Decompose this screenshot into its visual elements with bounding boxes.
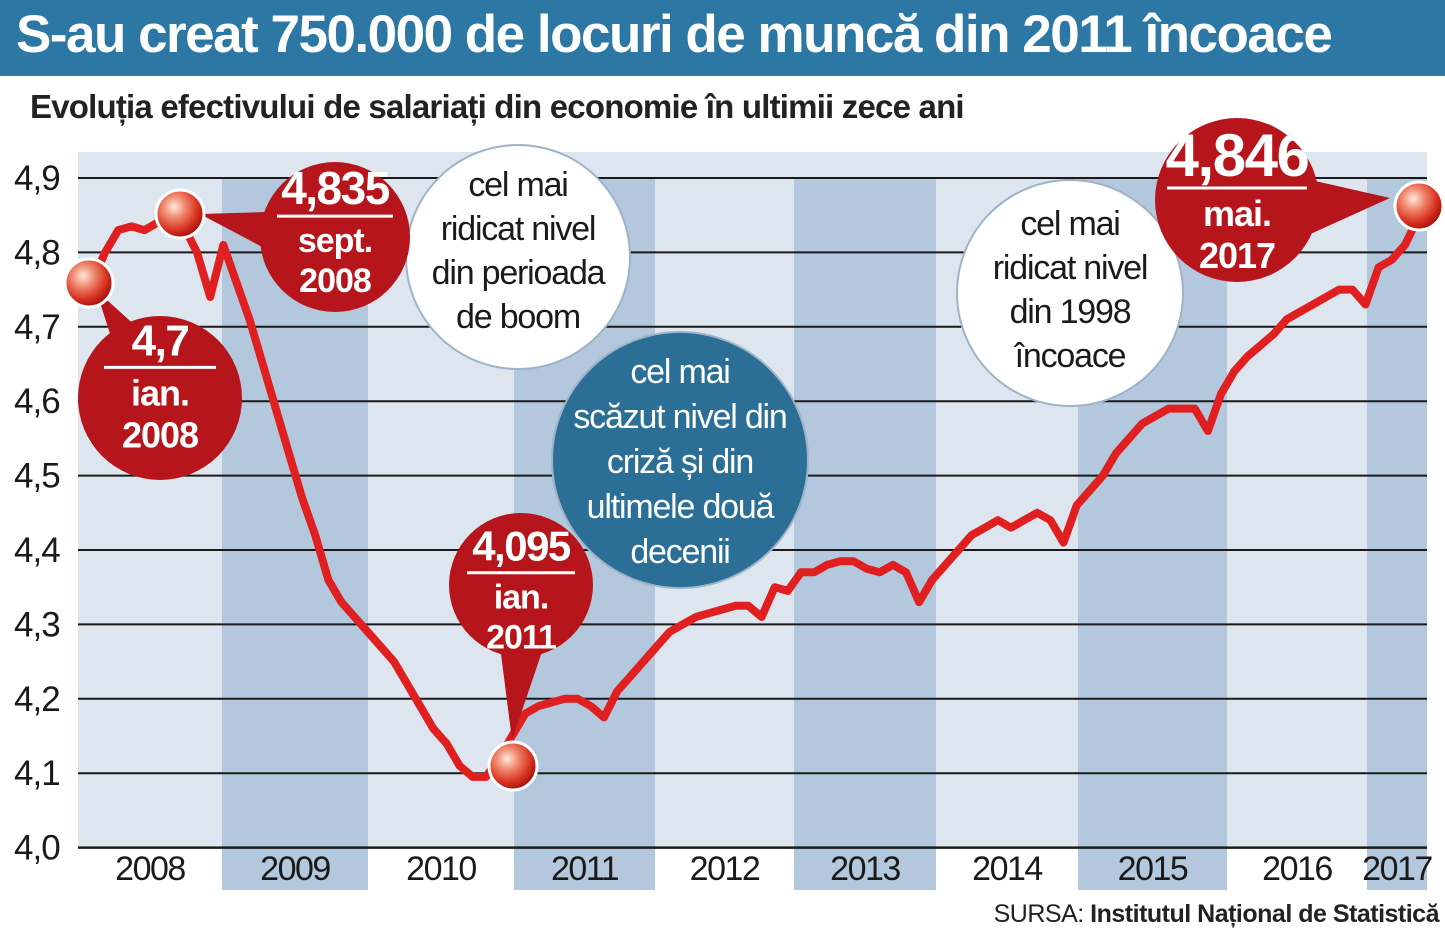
- x-tick-label: 2010: [406, 850, 476, 888]
- x-tick-label: 2008: [115, 850, 185, 888]
- annotation-tail: [500, 640, 546, 740]
- y-tick-label: 4,5: [14, 457, 60, 496]
- annotation-month: sept.: [298, 222, 372, 260]
- callout-text: ridicat nivel: [441, 210, 595, 248]
- annotation-month: ian.: [131, 372, 189, 413]
- annotation-year: 2017: [1199, 235, 1275, 276]
- chart-subtitle: Evoluția efectivului de salariați din ec…: [30, 88, 965, 125]
- data-point-marker: [1393, 180, 1445, 232]
- callout-text: cel mai: [630, 353, 729, 391]
- series-line: [88, 214, 1422, 781]
- callout-text: ultimele două: [587, 488, 775, 526]
- callout-text: din perioada: [432, 254, 606, 292]
- y-tick-label: 4,1: [14, 754, 60, 793]
- x-tick-label: 2009: [260, 850, 330, 888]
- annotation-year: 2008: [122, 414, 198, 455]
- annotation-tail: [1302, 178, 1390, 236]
- x-tick-label: 2015: [1118, 850, 1188, 888]
- x-tick-label: 2016: [1262, 850, 1332, 888]
- chart-title: S-au creat 750.000 de locuri de muncă di…: [16, 5, 1333, 64]
- y-tick-label: 4,9: [14, 159, 60, 198]
- source-name: Institutul Național de Statistică: [1090, 900, 1439, 928]
- callouts: cel mai ridicat nivel din perioada de boom c…: [405, 144, 1184, 589]
- callout-text: încoace: [1014, 337, 1126, 375]
- annotation-value: 4,835: [281, 162, 390, 214]
- y-tick-label: 4,0: [14, 829, 60, 868]
- annotation-bubble: [449, 513, 593, 657]
- markers: [63, 180, 1445, 792]
- source-prefix: SURSA:: [993, 900, 1085, 928]
- annotations: 4,7ian.20084,835sept.20084,095ian.20114,…: [78, 118, 1390, 740]
- x-tick-label: 2013: [830, 850, 900, 888]
- y-tick-label: 4,8: [14, 233, 60, 272]
- annotation-year: 2008: [299, 262, 371, 300]
- y-axis-ticks: 4,0 4,1 4,2 4,3 4,4 4,5 4,6 4,7 4,8 4,9: [14, 159, 61, 868]
- data-point-marker: [63, 257, 115, 309]
- x-tick-label: 2012: [690, 850, 760, 888]
- annotation-tail: [200, 212, 268, 250]
- y-tick-label: 4,3: [14, 605, 60, 644]
- data-point-marker: [154, 188, 206, 240]
- annotation-month: ian.: [494, 579, 549, 617]
- callout-text: ridicat nivel: [993, 249, 1147, 287]
- x-tick-label: 2017: [1362, 850, 1432, 888]
- year-band: [794, 178, 936, 890]
- annotation-bubble: [260, 162, 410, 312]
- y-tick-label: 4,7: [14, 308, 60, 347]
- callout-text: scăzut nivel din: [573, 398, 786, 436]
- y-tick-label: 4,2: [14, 680, 60, 719]
- data-point-marker: [487, 740, 539, 792]
- callout-text: cel mai: [1020, 205, 1119, 243]
- callout-bubble: [956, 179, 1184, 407]
- source-note: SURSA: Institutul Național de Statistică: [993, 900, 1440, 929]
- annotation-month: mai.: [1203, 193, 1271, 234]
- annotation-value: 4,7: [132, 316, 189, 365]
- year-band: [1367, 178, 1427, 890]
- annotation-year: 2011: [486, 619, 556, 657]
- callout-text: criză și din: [607, 443, 753, 481]
- callout-text: de boom: [456, 298, 580, 336]
- callout-bubble: [551, 331, 809, 589]
- annotation-value: 4,095: [472, 523, 571, 570]
- title-bar: S-au creat 750.000 de locuri de muncă di…: [0, 0, 1445, 76]
- annotation-bubble: [1155, 118, 1319, 282]
- y-tick-label: 4,4: [14, 531, 60, 570]
- callout-text: din 1998: [1010, 293, 1131, 331]
- series: [88, 214, 1422, 781]
- annotation-value: 4,846: [1166, 122, 1309, 189]
- x-tick-label: 2014: [972, 850, 1042, 888]
- y-tick-label: 4,6: [14, 382, 60, 421]
- callout-text: cel mai: [468, 166, 567, 204]
- x-axis-ticks: 2008 2009 2010 2011 2012 2013 2014 2015 2016 2017: [115, 850, 1434, 888]
- callout-text: decenii: [630, 533, 729, 571]
- x-tick-label: 2011: [551, 850, 619, 888]
- annotation-bubble: [78, 316, 242, 480]
